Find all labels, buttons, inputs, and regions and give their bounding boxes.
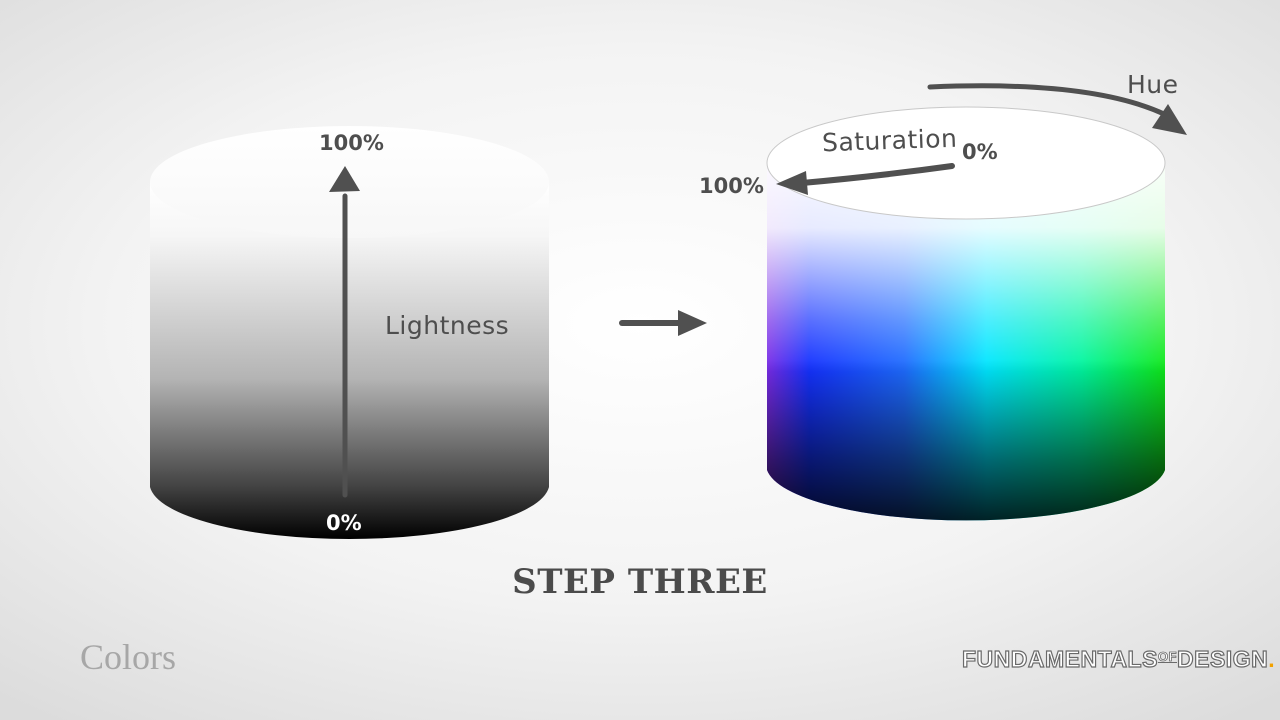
color-cylinder-top <box>766 106 1166 220</box>
brand-word-2: OF <box>1157 649 1178 665</box>
lightness-top-label: 100% <box>319 131 384 155</box>
saturation-end-label: 100% <box>699 174 764 198</box>
lightness-bottom-label: 0% <box>326 511 362 535</box>
hue-label: Hue <box>1127 70 1179 99</box>
saturation-arrow-head <box>776 171 808 195</box>
section-title: Colors <box>80 637 177 677</box>
lightness-axis-label: Lightness <box>385 311 510 340</box>
brand-logo: FUNDAMENTALSOFDESIGN. <box>961 645 1276 673</box>
brand-word-3: DESIGN <box>1176 645 1269 672</box>
step-title: STEP THREE <box>512 562 768 602</box>
transition-arrow-icon <box>619 310 707 336</box>
brand-word-1: FUNDAMENTALS <box>961 645 1158 672</box>
color-cylinder-body <box>767 163 1165 521</box>
saturation-arrow-shaft <box>799 163 955 186</box>
saturation-start-label: 0% <box>962 140 998 164</box>
brand-dot: . <box>1268 646 1276 672</box>
lightness-cylinder <box>150 126 549 540</box>
lightness-arrow-head <box>329 166 360 192</box>
hue-arrow-shaft <box>927 83 1167 117</box>
color-cylinder <box>766 83 1187 521</box>
lightness-cylinder-body <box>150 182 549 540</box>
saturation-label: Saturation <box>821 123 958 158</box>
hue-arrow-head <box>1152 104 1187 135</box>
